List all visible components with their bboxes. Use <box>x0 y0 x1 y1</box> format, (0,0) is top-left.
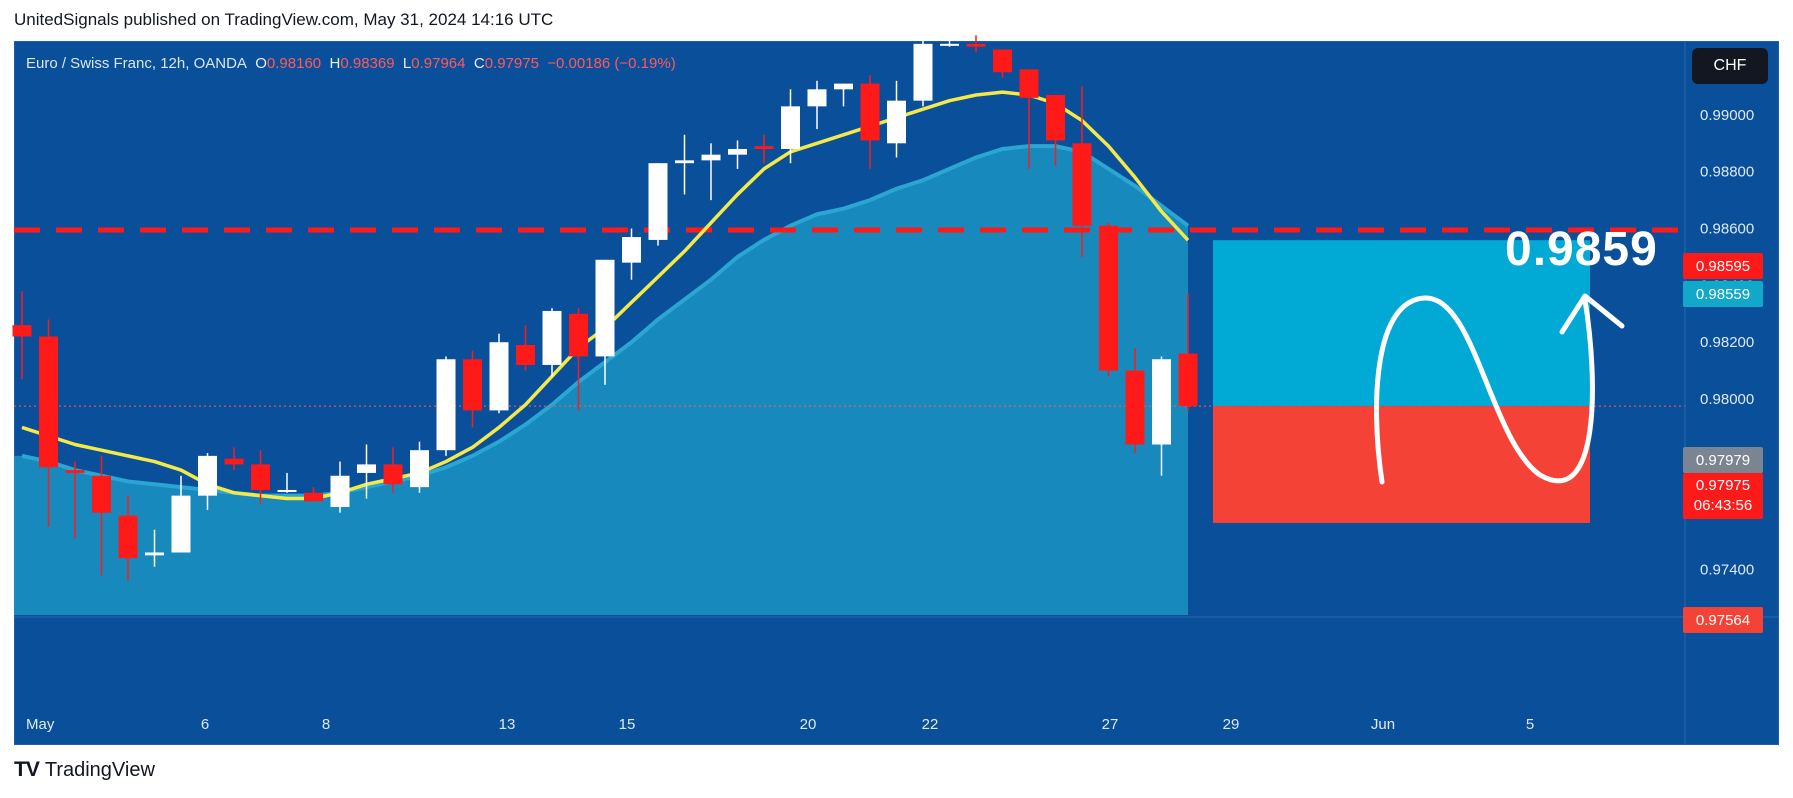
candle-body <box>781 106 800 149</box>
candle-body <box>277 489 297 492</box>
candle-body <box>728 148 747 155</box>
price-tag-last-value: 0.97975 <box>1695 477 1751 494</box>
candle-body <box>675 160 694 164</box>
candle-body <box>595 259 615 357</box>
x-tick-label: 15 <box>619 716 636 733</box>
projection-arrowhead-icon <box>1559 293 1625 335</box>
candle-body <box>940 43 959 46</box>
candle-body <box>542 310 562 365</box>
tradingview-logo-icon: TV <box>14 758 40 781</box>
candle-body <box>224 458 244 465</box>
chart-legend: Euro / Swiss Franc, 12h, OANDA O0.98160 … <box>26 55 676 72</box>
candle-body <box>436 359 456 451</box>
candle-body <box>1046 94 1065 141</box>
candle-body <box>754 146 774 149</box>
price-tag-ma: 0.98559 <box>1683 281 1763 307</box>
candle-body <box>1178 353 1198 407</box>
target-box <box>1213 240 1590 407</box>
candle-body <box>489 342 509 411</box>
y-tick-label: 0.98000 <box>1700 391 1754 408</box>
candle-body <box>145 552 164 556</box>
candle-body <box>251 464 270 490</box>
x-tick-label: 22 <box>922 716 939 733</box>
candle-body <box>993 49 1012 73</box>
x-tick-label: 27 <box>1102 716 1119 733</box>
legend-low: 0.97964 <box>411 55 466 72</box>
candle-body <box>887 100 906 144</box>
x-tick-label: 6 <box>201 716 209 733</box>
candle-body <box>330 475 350 508</box>
x-tick-label: 13 <box>499 716 516 733</box>
x-tick-label: May <box>26 716 55 733</box>
candle-body <box>198 455 217 496</box>
legend-open: 0.98160 <box>266 55 322 72</box>
price-tag-countdown: 06:43:56 <box>1693 497 1753 514</box>
legend-close-label: C <box>473 55 485 72</box>
legend-low-label: L <box>402 55 412 72</box>
legend-high-label: H <box>329 55 341 72</box>
candle-body <box>1152 359 1171 445</box>
price-tag-last: 0.97975 06:43:56 <box>1683 473 1763 519</box>
candle-body <box>383 464 403 485</box>
price-tag-stop: 0.97564 <box>1683 607 1763 633</box>
candle-body <box>807 89 827 107</box>
candle-body <box>1099 225 1118 371</box>
target-annotation-label: 0.9859 <box>1505 223 1658 276</box>
y-tick-label: 0.99000 <box>1700 107 1754 124</box>
candle-body <box>39 336 58 468</box>
legend-open-label: O <box>255 55 267 72</box>
x-tick-label: 20 <box>800 716 817 733</box>
x-tick-label: 5 <box>1526 716 1534 733</box>
candle-body <box>1072 143 1092 226</box>
candle-body <box>569 313 588 357</box>
price-tag-target: 0.98595 <box>1683 253 1763 279</box>
legend-close: 0.97975 <box>484 55 539 72</box>
candle-body <box>410 450 429 488</box>
candle-body <box>701 154 721 161</box>
stop-box <box>1213 406 1590 523</box>
footer-brand: TV TradingView <box>14 758 155 782</box>
candle-body <box>860 83 880 141</box>
candle-body <box>65 470 85 473</box>
candle-body <box>171 495 191 553</box>
footer-brand-name: TradingView <box>44 758 155 781</box>
currency-badge[interactable]: CHF <box>1692 48 1768 84</box>
candle-body <box>92 475 111 513</box>
candle-body <box>834 83 853 90</box>
y-tick-label: 0.98600 <box>1700 221 1754 238</box>
y-tick-label: 0.97400 <box>1700 562 1754 579</box>
candle-body <box>12 325 32 337</box>
legend-high: 0.98369 <box>340 55 395 72</box>
candle-body <box>913 43 933 101</box>
price-tag-gray: 0.97979 <box>1683 447 1763 473</box>
candle-body <box>648 163 668 240</box>
x-tick-label: 29 <box>1223 716 1240 733</box>
candle-body <box>357 464 376 473</box>
candle-body <box>118 515 138 559</box>
candle-body <box>463 359 482 411</box>
y-tick-label: 0.98200 <box>1700 334 1754 351</box>
candle-body <box>1125 370 1145 445</box>
candle-body <box>1019 69 1039 98</box>
y-tick-label: 0.98800 <box>1700 164 1754 181</box>
publish-line: UnitedSignals published on TradingView.c… <box>14 10 554 29</box>
legend-symbol: Euro / Swiss Franc, 12h, OANDA <box>26 55 247 72</box>
candle-body <box>966 43 986 47</box>
projection-curve <box>1374 295 1595 485</box>
candle-body <box>516 345 535 365</box>
candle-body <box>304 492 323 502</box>
x-tick-label: 8 <box>322 716 330 733</box>
legend-change: −0.00186 (−0.19%) <box>547 55 676 72</box>
x-tick-label: Jun <box>1371 716 1395 733</box>
candle-body <box>622 237 641 263</box>
